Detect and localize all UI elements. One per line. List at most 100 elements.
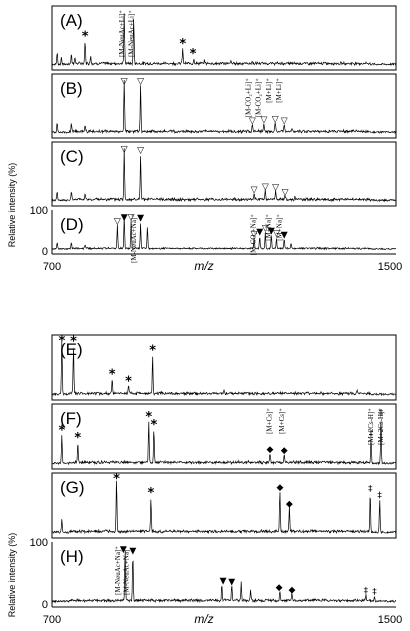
spectrum-line — [51, 340, 397, 397]
panel-label: (E) — [60, 340, 83, 359]
peak-marker: ▽ — [272, 183, 279, 193]
y-tick-label: 100 — [30, 205, 48, 217]
peak-marker: ‡ — [379, 408, 384, 418]
panel-frame — [51, 5, 397, 71]
peak-annotation: [M+Cs]⁺ — [265, 408, 273, 434]
y-tick-label: 0 — [42, 246, 48, 258]
panel-frame — [51, 334, 397, 401]
peak-marker: ◆ — [267, 445, 274, 455]
panel-frame — [51, 403, 397, 470]
peak-marker: ▽ — [273, 229, 280, 239]
peak-marker: * — [151, 418, 158, 433]
spectrum-line — [51, 550, 397, 604]
peak-marker: ▼ — [256, 227, 263, 237]
panel-label: (D) — [60, 215, 84, 234]
peak-marker: ▼ — [137, 213, 144, 223]
panel-frame — [51, 141, 397, 207]
peak-marker: ▽ — [261, 115, 268, 125]
peak-marker: ▽ — [137, 146, 144, 156]
peak-marker: ◆ — [276, 483, 283, 493]
peak-marker: ▽ — [121, 145, 128, 155]
peak-marker: ▽ — [114, 217, 121, 227]
peak-marker: ‡ — [369, 430, 374, 440]
peak-marker: * — [149, 344, 156, 359]
spectrum-line — [51, 79, 397, 135]
peak-marker: * — [82, 29, 89, 44]
peak-marker: ‡ — [377, 491, 382, 501]
y-axis-label: Relative intensity (%) — [7, 163, 17, 248]
panel-c: (C) ▽ ▽▽ ▽ ▽▽ — [51, 141, 397, 207]
peak-marker: * — [145, 410, 152, 425]
x-tick-label: 700 — [43, 261, 61, 273]
panel-label: (F) — [60, 409, 82, 428]
peak-marker: ▽ — [282, 188, 289, 198]
peak-marker: * — [74, 431, 81, 446]
peak-marker: ▽ — [128, 213, 135, 223]
peak-marker: ▼ — [120, 545, 127, 555]
peak-annotation: [M+Cs]⁺ — [278, 408, 286, 434]
y-axis-label: Relative intensity (%) — [7, 533, 17, 618]
panel-f: (F)****◆ ◆‡‡[M+Cs]⁺ [M+Cs]⁺ [M+2Cs-H]⁺ [M+2C… — [51, 403, 397, 470]
peak-marker: ▼ — [121, 213, 128, 223]
peak-marker: * — [125, 374, 132, 389]
panel-frame — [51, 73, 397, 139]
peak-marker: * — [58, 424, 65, 439]
peak-marker: ▽ — [262, 182, 269, 192]
spectrum-line — [51, 421, 397, 466]
peak-annotation: [M-CO₂+Li]⁺ — [255, 78, 263, 118]
peak-marker: ▽ — [251, 186, 258, 196]
peak-marker: * — [147, 486, 154, 501]
panel-frame — [51, 472, 397, 539]
panel-e: (E)* ** ** — [51, 334, 397, 401]
peak-marker: ◆ — [288, 585, 295, 595]
panel-label: (C) — [60, 147, 84, 166]
peak-marker: ▽ — [249, 116, 256, 126]
peak-marker: ▽ — [121, 77, 128, 87]
peak-annotation: [M-NeuAc+Na]⁺ — [114, 546, 122, 595]
peak-marker: ◆ — [281, 446, 288, 456]
peak-marker: ▽ — [137, 77, 144, 87]
x-tick-label: 1500 — [378, 614, 402, 626]
peak-annotation: [M-NeuAc+Na]⁺ — [123, 546, 131, 595]
x-axis-label: m/z — [194, 612, 213, 626]
peak-marker: * — [190, 47, 197, 62]
spectrum-line — [51, 13, 397, 67]
peak-annotation: [M+Li]⁺ — [265, 78, 273, 103]
peak-annotation: [M-CO₂+Li]⁺ — [245, 78, 253, 118]
peak-marker: ▽ — [251, 230, 258, 240]
peak-marker: ‡ — [368, 484, 373, 494]
panel-h: (H) ▼ ▼▼ ▼◆ ◆ ‡ ‡[M-NeuAc+Na]⁺ [M-NeuAc+Na]⁺100… — [30, 537, 397, 611]
peak-annotation: [M+Li]⁺ — [275, 78, 283, 103]
peak-marker: ‡ — [372, 588, 377, 598]
panel-label: (A) — [60, 11, 83, 30]
peak-marker: ‡ — [364, 586, 369, 596]
panel-g: (G) * * ◆◆ ‡ ‡ — [51, 472, 397, 539]
peak-marker: * — [70, 335, 77, 350]
peak-marker: ▼ — [228, 578, 235, 588]
spectrum-line — [51, 148, 397, 203]
x-axis-label: m/z — [194, 259, 213, 273]
panel-label: (G) — [60, 478, 85, 497]
figure-1: (A)***[M-NeuAc+Li]⁺ [M-NeuAc+Li]⁺(B) ▽ ▽▽ ▽ ▽… — [7, 5, 402, 273]
peak-marker: ◆ — [276, 583, 283, 593]
spectrum-line — [51, 480, 397, 535]
peak-marker: ▽ — [272, 115, 279, 125]
peak-marker: ▼ — [129, 546, 136, 556]
figure-2: (E)* ** **(F)****◆ ◆‡‡[M+Cs]⁺ [M+Cs]⁺ [M+2Cs-… — [7, 334, 402, 626]
panel-label: (H) — [60, 547, 84, 566]
peak-annotation: [M+2Cs-H]⁺ — [367, 408, 375, 445]
peak-marker: * — [58, 334, 65, 349]
peak-marker: ▽ — [262, 224, 269, 234]
y-tick-label: 100 — [30, 537, 48, 549]
peak-marker: ▼ — [268, 226, 275, 236]
panel-d: (D) ▽ ▼ ▽ ▼▽▼▽ ▼▽ ▼[M-NeuAc+Na]⁺ [M-CO₂+Na]⁺ [M+… — [30, 205, 397, 263]
peak-annotation: [M-NeuAc+Na]⁺ — [130, 214, 138, 263]
spectrum-line — [51, 215, 397, 251]
peak-annotation: [M+Na]⁺ — [264, 214, 272, 241]
peak-marker: ▽ — [281, 116, 288, 126]
panel-b: (B) ▽ ▽▽ ▽ ▽ ▽[M-CO₂+Li]⁺ [M-CO₂+Li]⁺ [M+Li]⁺ [M… — [51, 73, 397, 139]
peak-marker: * — [109, 368, 116, 383]
peak-annotation: [M-CO₂+Na]⁺ — [249, 214, 257, 255]
x-tick-label: 700 — [43, 614, 61, 626]
